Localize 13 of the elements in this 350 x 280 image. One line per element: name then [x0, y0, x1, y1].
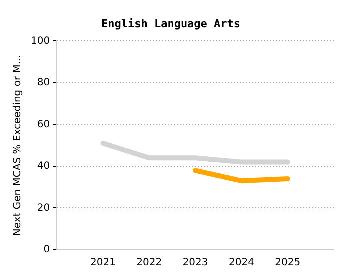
x-tick-label: 2021 [90, 258, 116, 269]
y-axis-title: Next Gen MCAS % Exceeding or M... [12, 55, 24, 236]
y-tick-label: 20 [37, 202, 50, 214]
x-tick-label: 2022 [136, 258, 162, 269]
y-tick-label: 80 [37, 78, 50, 89]
x-tick-label: 2024 [228, 258, 254, 269]
y-tick-label: 60 [37, 119, 50, 130]
chart-title: English Language Arts [101, 17, 241, 30]
y-tick-label: 0 [44, 244, 50, 256]
y-tick-label: 40 [37, 161, 50, 172]
y-tick-label: 100 [30, 36, 50, 47]
x-tick-label: 2023 [182, 258, 208, 269]
x-tick-label: 2025 [275, 258, 301, 269]
